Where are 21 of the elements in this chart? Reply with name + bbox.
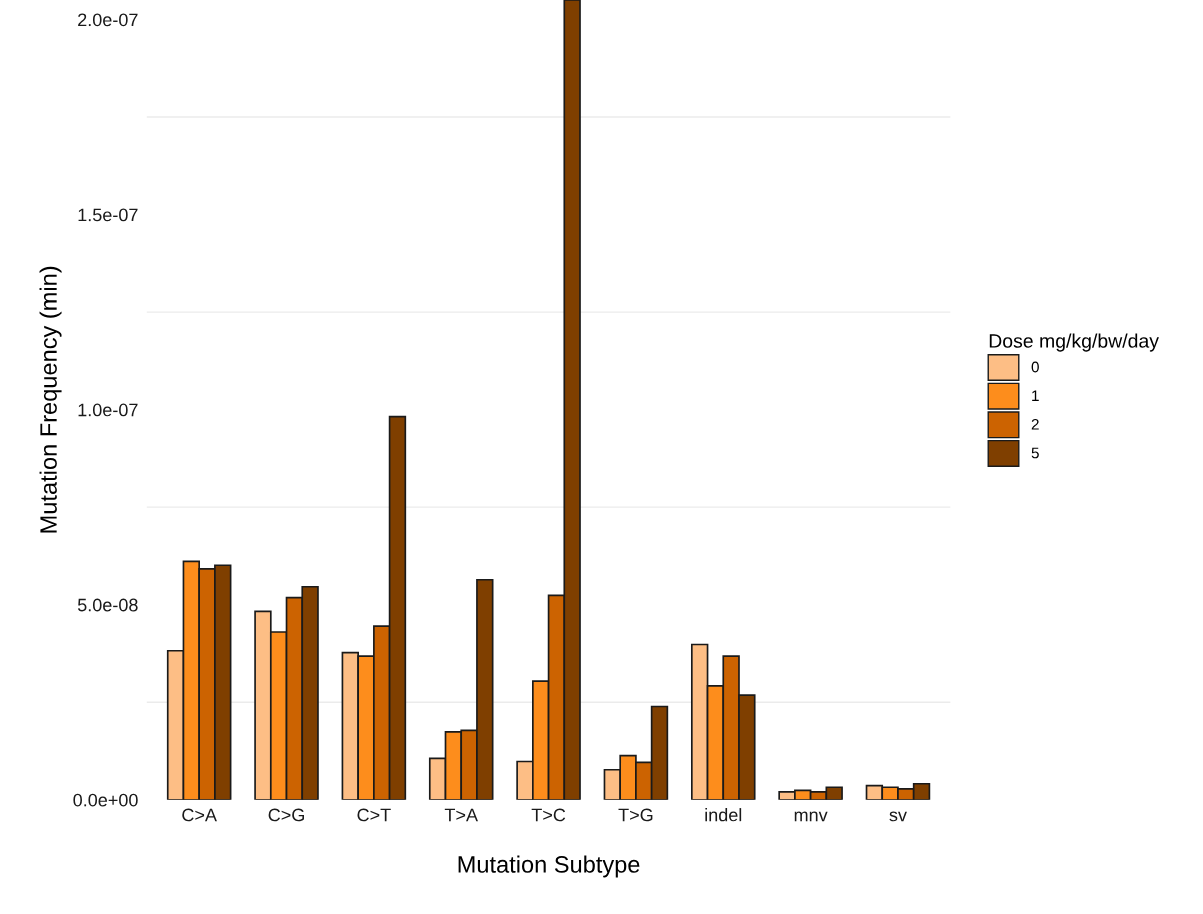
- y-tick-label: 1.5e-07: [78, 208, 138, 222]
- x-axis-title: Mutation Subtype: [458, 855, 640, 878]
- x-tick-label: mnv: [794, 811, 828, 822]
- x-tick-label: T>G: [618, 808, 653, 822]
- x-tick-label: sv: [889, 811, 907, 822]
- y-tick-label: 1.0e-07: [78, 403, 138, 417]
- legend-label: 2: [1031, 418, 1039, 430]
- legend-title: Dose mg/kg/bw/day: [989, 333, 1159, 352]
- legend-label: 5: [1031, 447, 1039, 459]
- y-tick-label: 5.0e-08: [77, 598, 138, 612]
- x-tick-label: C>A: [182, 808, 217, 822]
- x-tick-label: indel: [705, 808, 742, 822]
- y-axis-title: Mutation Frequency (min): [39, 266, 62, 533]
- x-tick-label: C>G: [268, 808, 304, 822]
- y-tick-label: 0.0e+00: [73, 793, 138, 807]
- y-tick-label: 2.0e-07: [78, 13, 138, 27]
- legend-label: 0: [1031, 361, 1039, 373]
- x-tick-label: T>C: [531, 808, 566, 822]
- legend-label: 1: [1032, 390, 1039, 401]
- x-tick-label: T>A: [444, 808, 478, 822]
- x-tick-label: C>T: [357, 808, 391, 822]
